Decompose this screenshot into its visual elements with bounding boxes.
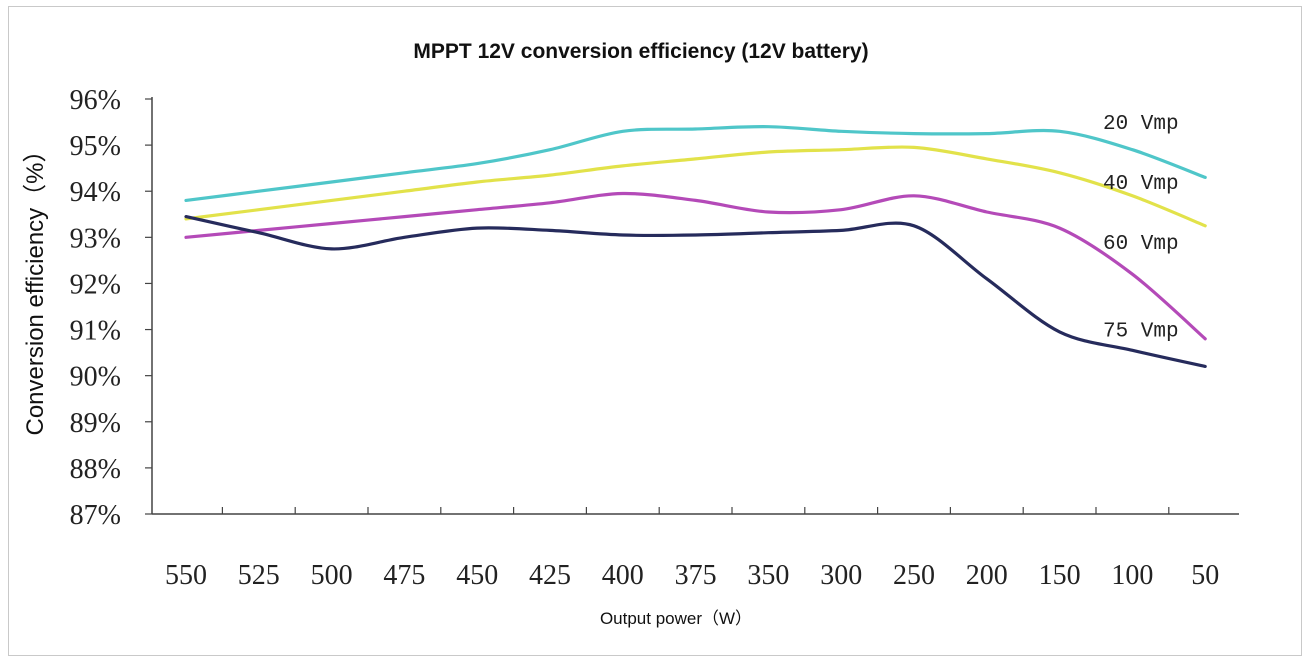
y-tick-label: 87% xyxy=(70,500,121,531)
series-line-40-vmp xyxy=(184,145,1207,228)
y-tick-label: 89% xyxy=(70,408,121,439)
efficiency-chart: MPPT 12V conversion efficiency (12V batt… xyxy=(22,40,1239,628)
y-tick-label: 92% xyxy=(70,269,121,300)
x-tick-label: 525 xyxy=(238,560,280,591)
series-lines xyxy=(184,125,1207,368)
series-label-60-vmp: 60 Vmp xyxy=(1103,233,1179,256)
series-line-60-vmp xyxy=(184,191,1207,341)
y-tick-label: 91% xyxy=(70,316,121,347)
x-tick-label: 550 xyxy=(165,560,207,591)
series-line-20-vmp xyxy=(184,125,1207,203)
x-tick-label: 350 xyxy=(747,560,789,591)
x-tick-label: 300 xyxy=(820,560,862,591)
x-tick-label: 450 xyxy=(456,560,498,591)
x-axis-label: Output power（W） xyxy=(600,609,752,628)
x-tick-label: 200 xyxy=(966,560,1008,591)
y-tick-label: 90% xyxy=(70,362,121,393)
x-tick-label: 50 xyxy=(1191,560,1219,591)
series-line-75-vmp xyxy=(184,214,1207,368)
y-tick-label: 95% xyxy=(70,131,121,162)
x-tick-label: 150 xyxy=(1039,560,1081,591)
x-tick-label: 250 xyxy=(893,560,935,591)
y-axis-label: Conversion efficiency（%） xyxy=(22,138,49,435)
series-label-20-vmp: 20 Vmp xyxy=(1103,113,1179,136)
x-tick-label: 425 xyxy=(529,560,571,591)
x-tick-label: 500 xyxy=(311,560,353,591)
x-tick-label: 475 xyxy=(383,560,425,591)
axes xyxy=(151,97,1239,515)
y-tick-label: 94% xyxy=(70,177,121,208)
x-tick-label: 375 xyxy=(675,560,717,591)
series-label-40-vmp: 40 Vmp xyxy=(1103,173,1179,196)
x-tick-label: 100 xyxy=(1111,560,1153,591)
y-tick-label: 96% xyxy=(70,85,121,116)
series-labels: 20 Vmp 40 Vmp 60 Vmp 75 Vmp xyxy=(1103,113,1179,343)
series-label-75-vmp: 75 Vmp xyxy=(1103,321,1179,344)
tick-labels: 96% 95% 94% 93% 92% 91% 90% 89% 88% 87% 550 525 500 4… xyxy=(70,85,1220,591)
chart-frame: MPPT 12V conversion efficiency (12V batt… xyxy=(8,6,1302,656)
y-tick-label: 88% xyxy=(70,454,121,485)
y-tick-label: 93% xyxy=(70,223,121,254)
chart-title: MPPT 12V conversion efficiency (12V batt… xyxy=(413,40,868,63)
x-tick-label: 400 xyxy=(602,560,644,591)
